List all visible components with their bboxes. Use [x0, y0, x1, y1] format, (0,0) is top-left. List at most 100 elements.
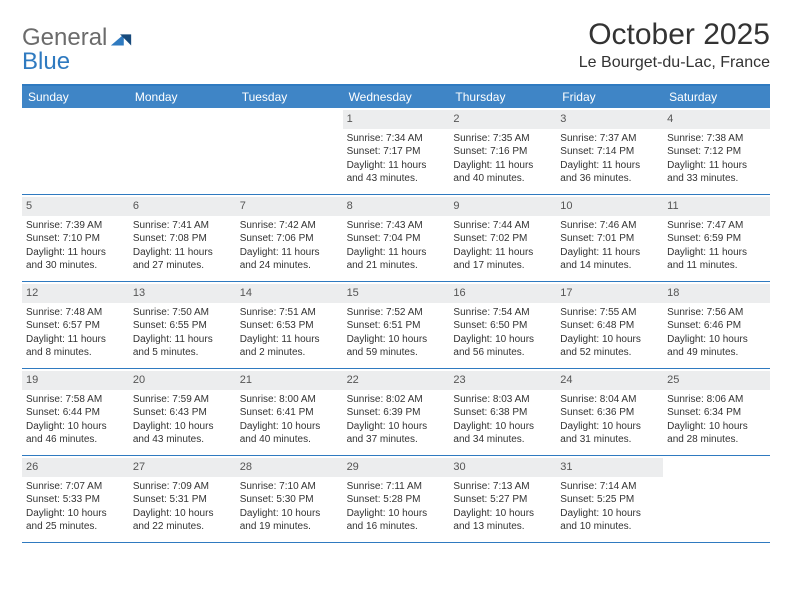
day-cell — [129, 108, 236, 194]
daylight-line: Daylight: 11 hours and 30 minutes. — [26, 246, 125, 273]
sunrise-line: Sunrise: 7:58 AM — [26, 393, 125, 407]
day-cell: 21Sunrise: 8:00 AMSunset: 6:41 PMDayligh… — [236, 369, 343, 455]
week-row: 1Sunrise: 7:34 AMSunset: 7:17 PMDaylight… — [22, 108, 770, 195]
day-number: 11 — [663, 197, 770, 216]
day-number: 26 — [22, 458, 129, 477]
sunrise-line: Sunrise: 7:07 AM — [26, 480, 125, 494]
day-cell: 14Sunrise: 7:51 AMSunset: 6:53 PMDayligh… — [236, 282, 343, 368]
day-cell: 28Sunrise: 7:10 AMSunset: 5:30 PMDayligh… — [236, 456, 343, 542]
sunrise-line: Sunrise: 7:39 AM — [26, 219, 125, 233]
week-row: 26 Sunrise: 7:07 AMSunset: 5:33 PM Dayligh… — [22, 456, 770, 543]
day-number: 30 — [449, 458, 556, 477]
day-number: 20 — [129, 371, 236, 390]
day-cell: 20Sunrise: 7:59 AMSunset: 6:43 PMDayligh… — [129, 369, 236, 455]
daylight-line: Daylight: 11 hours and 36 minutes. — [560, 159, 659, 186]
logo-mark-icon — [109, 28, 133, 50]
day-number: 17 — [556, 284, 663, 303]
sunset-line: Sunset: 6:48 PM — [560, 319, 659, 333]
week-row: 12Sunrise: 7:48 AMSunset: 6:57 PMDayligh… — [22, 282, 770, 369]
sunset-line: Sunset: 7:06 PM — [240, 232, 339, 246]
day-number: 3 — [556, 110, 663, 129]
sunset-line: Sunset: 7:10 PM — [26, 232, 125, 246]
day-cell: 5 Sunrise: 7:39 AMSunset: 7:10 PMDaylight… — [22, 195, 129, 281]
weekday-friday: Friday — [556, 86, 663, 108]
day-cell: 8Sunrise: 7:43 AMSunset: 7:04 PMDaylight… — [343, 195, 450, 281]
day-number: 16 — [449, 284, 556, 303]
sunrise-line: Sunrise: 7:48 AM — [26, 306, 125, 320]
daylight-line: Daylight: 10 hours and 37 minutes. — [347, 420, 446, 447]
title-block: October 2025 Le Bourget-du-Lac, France — [579, 18, 770, 72]
day-number: 31 — [556, 458, 663, 477]
daylight-line: Daylight: 10 hours and 13 minutes. — [453, 507, 552, 534]
weekday-monday: Monday — [129, 86, 236, 108]
sunrise-line: Sunrise: 7:38 AM — [667, 132, 766, 146]
day-cell — [22, 108, 129, 194]
sunrise-line: Sunrise: 7:41 AM — [133, 219, 232, 233]
daylight-line: Daylight: 11 hours and 17 minutes. — [453, 246, 552, 273]
day-number: 5 — [22, 197, 129, 216]
sunset-line: Sunset: 6:55 PM — [133, 319, 232, 333]
sunset-line: Sunset: 5:33 PM — [26, 493, 125, 507]
daylight-line: Daylight: 11 hours and 43 minutes. — [347, 159, 446, 186]
sunset-line: Sunset: 6:59 PM — [667, 232, 766, 246]
sunrise-line: Sunrise: 7:44 AM — [453, 219, 552, 233]
daylight-line: Daylight: 10 hours and 31 minutes. — [560, 420, 659, 447]
day-number: 7 — [236, 197, 343, 216]
sunrise-line: Sunrise: 7:35 AM — [453, 132, 552, 146]
day-cell — [236, 108, 343, 194]
day-cell: 7Sunrise: 7:42 AMSunset: 7:06 PMDaylight… — [236, 195, 343, 281]
daylight-line: Daylight: 11 hours and 14 minutes. — [560, 246, 659, 273]
logo-text-1: General — [22, 24, 107, 51]
sunrise-line: Sunrise: 7:56 AM — [667, 306, 766, 320]
logo: GeneralBlue — [22, 18, 133, 76]
day-cell: 27Sunrise: 7:09 AMSunset: 5:31 PMDayligh… — [129, 456, 236, 542]
day-number: 15 — [343, 284, 450, 303]
day-number: 4 — [663, 110, 770, 129]
sunset-line: Sunset: 5:30 PM — [240, 493, 339, 507]
sunset-line: Sunset: 7:12 PM — [667, 145, 766, 159]
weekday-sunday: Sunday — [22, 86, 129, 108]
weekday-tuesday: Tuesday — [236, 86, 343, 108]
sunset-line: Sunset: 6:57 PM — [26, 319, 125, 333]
sunrise-line: Sunrise: 7:13 AM — [453, 480, 552, 494]
day-cell: 3Sunrise: 7:37 AMSunset: 7:14 PMDaylight… — [556, 108, 663, 194]
sunset-line: Sunset: 6:50 PM — [453, 319, 552, 333]
daylight-line: Daylight: 11 hours and 33 minutes. — [667, 159, 766, 186]
daylight-line: Daylight: 11 hours and 40 minutes. — [453, 159, 552, 186]
sunrise-line: Sunrise: 7:42 AM — [240, 219, 339, 233]
sunrise-line: Sunrise: 8:02 AM — [347, 393, 446, 407]
day-number: 28 — [236, 458, 343, 477]
daylight-line: Daylight: 11 hours and 8 minutes. — [26, 333, 125, 360]
daylight-line: Daylight: 10 hours and 59 minutes. — [347, 333, 446, 360]
sunrise-line: Sunrise: 8:00 AM — [240, 393, 339, 407]
day-number: 25 — [663, 371, 770, 390]
day-cell — [663, 456, 770, 542]
day-cell: 26Sunrise: 7:07 AMSunset: 5:33 PMDayligh… — [22, 456, 129, 542]
sunset-line: Sunset: 7:16 PM — [453, 145, 552, 159]
day-cell: 24Sunrise: 8:04 AMSunset: 6:36 PMDayligh… — [556, 369, 663, 455]
day-number: 14 — [236, 284, 343, 303]
daylight-line: Daylight: 10 hours and 28 minutes. — [667, 420, 766, 447]
daylight-line: Daylight: 10 hours and 46 minutes. — [26, 420, 125, 447]
day-cell: 30Sunrise: 7:13 AMSunset: 5:27 PMDayligh… — [449, 456, 556, 542]
weekday-thursday: Thursday — [449, 86, 556, 108]
daylight-line: Daylight: 10 hours and 16 minutes. — [347, 507, 446, 534]
daylight-line: Daylight: 11 hours and 5 minutes. — [133, 333, 232, 360]
sunset-line: Sunset: 6:43 PM — [133, 406, 232, 420]
sunrise-line: Sunrise: 7:51 AM — [240, 306, 339, 320]
sunrise-line: Sunrise: 7:14 AM — [560, 480, 659, 494]
sunrise-line: Sunrise: 7:09 AM — [133, 480, 232, 494]
sunrise-line: Sunrise: 7:59 AM — [133, 393, 232, 407]
day-cell: 17Sunrise: 7:55 AMSunset: 6:48 PMDayligh… — [556, 282, 663, 368]
daylight-line: Daylight: 10 hours and 22 minutes. — [133, 507, 232, 534]
day-number: 2 — [449, 110, 556, 129]
sunrise-line: Sunrise: 7:11 AM — [347, 480, 446, 494]
daylight-line: Daylight: 11 hours and 11 minutes. — [667, 246, 766, 273]
sunrise-line: Sunrise: 7:47 AM — [667, 219, 766, 233]
sunset-line: Sunset: 6:46 PM — [667, 319, 766, 333]
sunrise-line: Sunrise: 7:50 AM — [133, 306, 232, 320]
logo-text-2: Blue — [22, 48, 107, 76]
sunset-line: Sunset: 5:28 PM — [347, 493, 446, 507]
day-number: 22 — [343, 371, 450, 390]
day-cell: 16Sunrise: 7:54 AMSunset: 6:50 PMDayligh… — [449, 282, 556, 368]
